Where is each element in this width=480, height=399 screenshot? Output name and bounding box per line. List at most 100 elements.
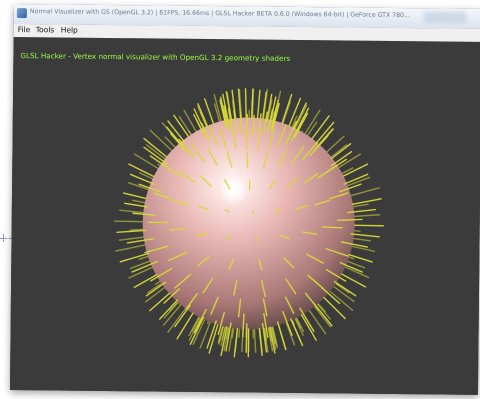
vertex-normal-line — [204, 98, 215, 125]
vertex-normal-line — [246, 113, 249, 136]
vertex-normal-line — [279, 234, 290, 240]
vertex-normal-line — [150, 267, 173, 282]
vertex-normal-line — [169, 228, 187, 231]
vertex-normal-line — [245, 323, 248, 354]
vertex-normal-line — [309, 134, 329, 156]
vertex-normal-line — [252, 114, 255, 136]
vertex-normal-line — [294, 112, 309, 138]
vertex-normal-line — [246, 151, 249, 169]
vertex-normal-line — [306, 253, 325, 264]
vertex-normal-line — [195, 232, 208, 237]
vertex-normal-line — [206, 320, 217, 349]
vertex-normal-line — [219, 99, 227, 128]
vertex-normal-line — [118, 235, 149, 241]
vertex-normal-line — [163, 288, 181, 304]
vertex-normal-line — [350, 233, 380, 238]
vertex-normal-line — [321, 287, 341, 305]
vertex-normal-line — [316, 165, 337, 179]
vertex-normal-line — [115, 244, 146, 252]
vertex-normal-line — [269, 96, 277, 124]
vertex-normal-line — [258, 259, 263, 271]
vertex-normal-line — [178, 170, 196, 183]
vertex-normal-line — [283, 257, 295, 269]
vertex-normal-line — [128, 266, 154, 279]
vertex-normal-line — [351, 245, 376, 252]
vertex-normal-line — [159, 299, 179, 320]
vertex-normal-line — [311, 115, 330, 140]
vertex-normal-line — [197, 103, 209, 128]
vertex-normal-line — [336, 218, 363, 222]
vertex-normal-line — [162, 302, 183, 326]
vertex-normal-line — [285, 321, 296, 346]
vertex-normal-line — [308, 309, 327, 335]
vertex-normal-line — [119, 252, 150, 263]
vertex-normal-line — [189, 316, 204, 345]
menu-help[interactable]: Help — [60, 25, 78, 35]
vertex-normal-line — [213, 103, 222, 126]
vertex-normal-line — [225, 235, 232, 241]
vertex-normal-line — [294, 107, 310, 134]
vertex-normal-line — [276, 321, 287, 351]
vertex-normal-line — [262, 298, 268, 317]
vertex-normal-line — [302, 141, 319, 161]
vertex-normal-line — [173, 114, 190, 138]
vertex-normal-line — [176, 312, 194, 340]
vertex-normal-line — [124, 202, 149, 208]
normals-front — [116, 88, 384, 358]
vertex-normal-line — [219, 127, 227, 148]
vertex-normal-line — [325, 248, 349, 257]
vertex-normal-line — [261, 91, 267, 121]
vertex-normal-line — [183, 109, 197, 133]
vertex-normal-line — [133, 153, 160, 170]
vertex-normal-line — [348, 254, 373, 263]
vertex-normal-line — [143, 146, 168, 165]
vertex-normal-line — [329, 290, 354, 311]
vertex-normal-line — [192, 317, 206, 345]
vertex-normal-line — [145, 286, 167, 303]
vertex-normal-line — [143, 137, 168, 159]
vertex-normal-line — [285, 278, 297, 295]
vertex-normal-line — [300, 314, 317, 341]
menu-tools[interactable]: Tools — [35, 25, 55, 35]
vertex-normal-line — [226, 150, 233, 168]
vertex-normal-line — [131, 260, 159, 273]
vertex-normal-line — [299, 307, 315, 333]
vertex-normal-line — [342, 265, 370, 279]
vertex-normal-line — [193, 113, 205, 135]
menu-file[interactable]: File — [17, 25, 31, 35]
render-viewport[interactable]: GLSL Hacker - Vertex normal visualizer w… — [9, 36, 480, 395]
vertex-normal-line — [237, 88, 242, 120]
vertex-normal-line — [244, 88, 247, 120]
vertex-normal-line — [307, 274, 324, 290]
vertex-normal-line — [178, 138, 195, 159]
vertex-normal-line — [242, 313, 245, 338]
vertex-normal-line — [291, 146, 305, 165]
vertex-normal-line — [284, 296, 295, 314]
vertex-normal-line — [262, 111, 268, 134]
vertex-normal-line — [199, 321, 211, 349]
vertex-normal-line — [200, 175, 212, 187]
vertex-normal-line — [188, 314, 203, 341]
vertex-normal-line — [295, 204, 309, 210]
vertex-normal-line — [281, 101, 291, 127]
vertex-normal-line — [257, 128, 262, 151]
app-icon — [16, 8, 27, 19]
vertex-normal-line — [281, 93, 293, 124]
vertex-normal-line — [254, 236, 259, 242]
vertex-normal-line — [173, 199, 190, 206]
vertex-normal-line — [351, 214, 381, 218]
vertex-normal-line — [290, 318, 304, 347]
vertex-normal-line — [153, 192, 174, 200]
vertex-normal-line — [220, 326, 228, 357]
vertex-normal-line — [193, 108, 206, 132]
vertex-normal-line — [321, 226, 343, 229]
vertex-normal-line — [167, 120, 185, 143]
vertex-normal-line — [196, 256, 210, 267]
vertex-normal-line — [126, 237, 155, 244]
vertex-normal-line — [312, 304, 332, 328]
vertex-normal-line — [304, 109, 321, 135]
window-controls-blur — [423, 11, 466, 24]
vertex-normal-line — [302, 231, 318, 235]
vertex-normal-line — [328, 192, 349, 200]
vertex-normal-line — [228, 326, 234, 352]
